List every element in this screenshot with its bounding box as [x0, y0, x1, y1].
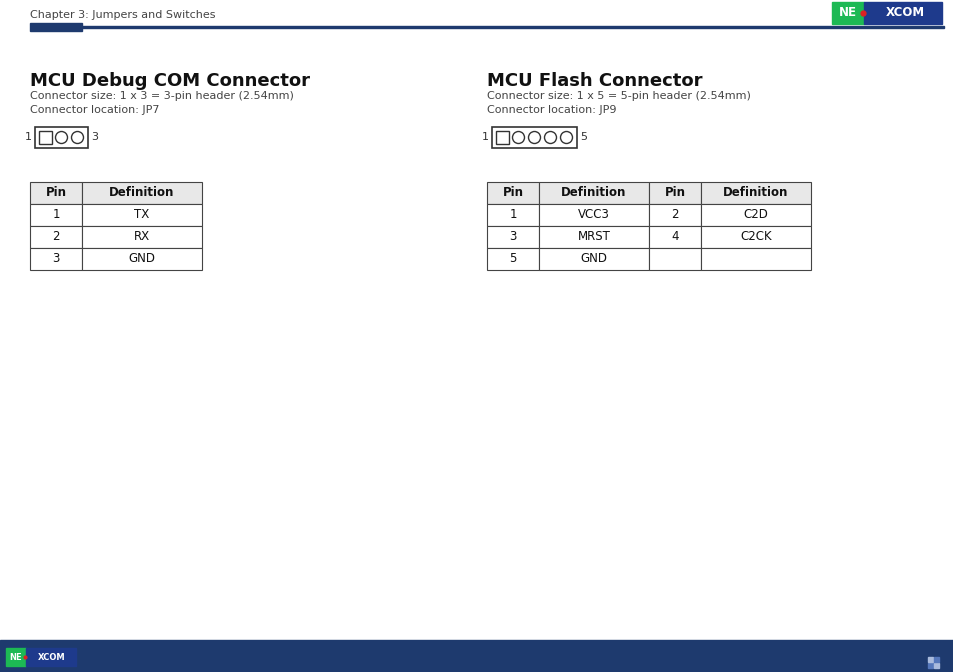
- Text: NE: NE: [838, 7, 856, 19]
- Text: 1: 1: [509, 208, 517, 222]
- Text: Pin: Pin: [664, 187, 685, 200]
- Text: NE: NE: [10, 653, 22, 661]
- Text: MRST: MRST: [577, 230, 610, 243]
- Text: 3: 3: [52, 253, 60, 265]
- Text: Connector size: 1 x 3 = 3-pin header (2.54mm): Connector size: 1 x 3 = 3-pin header (2.…: [30, 91, 294, 101]
- Bar: [538, 182, 648, 204]
- Text: RX: RX: [133, 230, 150, 243]
- Bar: [538, 248, 648, 270]
- Bar: [35, 127, 88, 148]
- Bar: [927, 657, 932, 662]
- Bar: [538, 226, 648, 248]
- Bar: [831, 2, 863, 24]
- Text: Connector location: JP9: Connector location: JP9: [486, 105, 616, 115]
- Text: Chapter 3: Jumpers and Switches: Chapter 3: Jumpers and Switches: [30, 10, 215, 20]
- Bar: [492, 127, 577, 148]
- Text: 1: 1: [25, 132, 32, 142]
- Bar: [30, 23, 82, 31]
- Bar: [486, 248, 538, 270]
- Text: Pin: Pin: [46, 187, 67, 200]
- Text: Definition: Definition: [722, 187, 788, 200]
- Bar: [700, 182, 810, 204]
- Bar: [863, 2, 941, 24]
- Bar: [486, 204, 538, 226]
- Text: XCOM: XCOM: [38, 653, 66, 661]
- Bar: [648, 204, 700, 226]
- Text: Definition: Definition: [110, 187, 174, 200]
- Bar: [30, 182, 82, 204]
- Text: Pin: Pin: [502, 187, 523, 200]
- Bar: [82, 226, 202, 248]
- Bar: [486, 182, 538, 204]
- Bar: [30, 226, 82, 248]
- Bar: [700, 248, 810, 270]
- Text: Connector location: JP7: Connector location: JP7: [30, 105, 159, 115]
- Text: TX: TX: [134, 208, 150, 222]
- Bar: [82, 182, 202, 204]
- Text: VCC3: VCC3: [578, 208, 609, 222]
- Bar: [700, 226, 810, 248]
- Text: C2D: C2D: [742, 208, 767, 222]
- Bar: [648, 226, 700, 248]
- Bar: [648, 248, 700, 270]
- Bar: [82, 204, 202, 226]
- Text: 3: 3: [91, 132, 98, 142]
- Text: 5: 5: [579, 132, 586, 142]
- Bar: [30, 248, 82, 270]
- Bar: [26, 648, 76, 666]
- Text: 2: 2: [52, 230, 60, 243]
- Bar: [0, 0, 953, 34]
- Bar: [0, 640, 953, 672]
- Bar: [82, 26, 943, 28]
- Text: Definition: Definition: [560, 187, 626, 200]
- Text: MCU Flash Connector: MCU Flash Connector: [486, 72, 701, 90]
- Bar: [30, 204, 82, 226]
- Bar: [486, 226, 538, 248]
- Bar: [538, 204, 648, 226]
- Text: XCOM: XCOM: [884, 7, 923, 19]
- Text: MCU Debug COM Connector: MCU Debug COM Connector: [30, 72, 310, 90]
- Text: 5: 5: [509, 253, 517, 265]
- Bar: [39, 131, 52, 144]
- Text: 2: 2: [671, 208, 678, 222]
- Bar: [82, 248, 202, 270]
- Bar: [933, 657, 938, 662]
- Text: C2CK: C2CK: [740, 230, 771, 243]
- Bar: [933, 663, 938, 668]
- Text: 4: 4: [671, 230, 678, 243]
- Bar: [6, 648, 26, 666]
- Bar: [648, 182, 700, 204]
- Text: 3: 3: [509, 230, 517, 243]
- Bar: [700, 204, 810, 226]
- Bar: [496, 131, 509, 144]
- Text: Connector size: 1 x 5 = 5-pin header (2.54mm): Connector size: 1 x 5 = 5-pin header (2.…: [486, 91, 750, 101]
- Text: 1: 1: [52, 208, 60, 222]
- Bar: [927, 663, 932, 668]
- Text: GND: GND: [129, 253, 155, 265]
- Text: 1: 1: [481, 132, 489, 142]
- Text: GND: GND: [579, 253, 607, 265]
